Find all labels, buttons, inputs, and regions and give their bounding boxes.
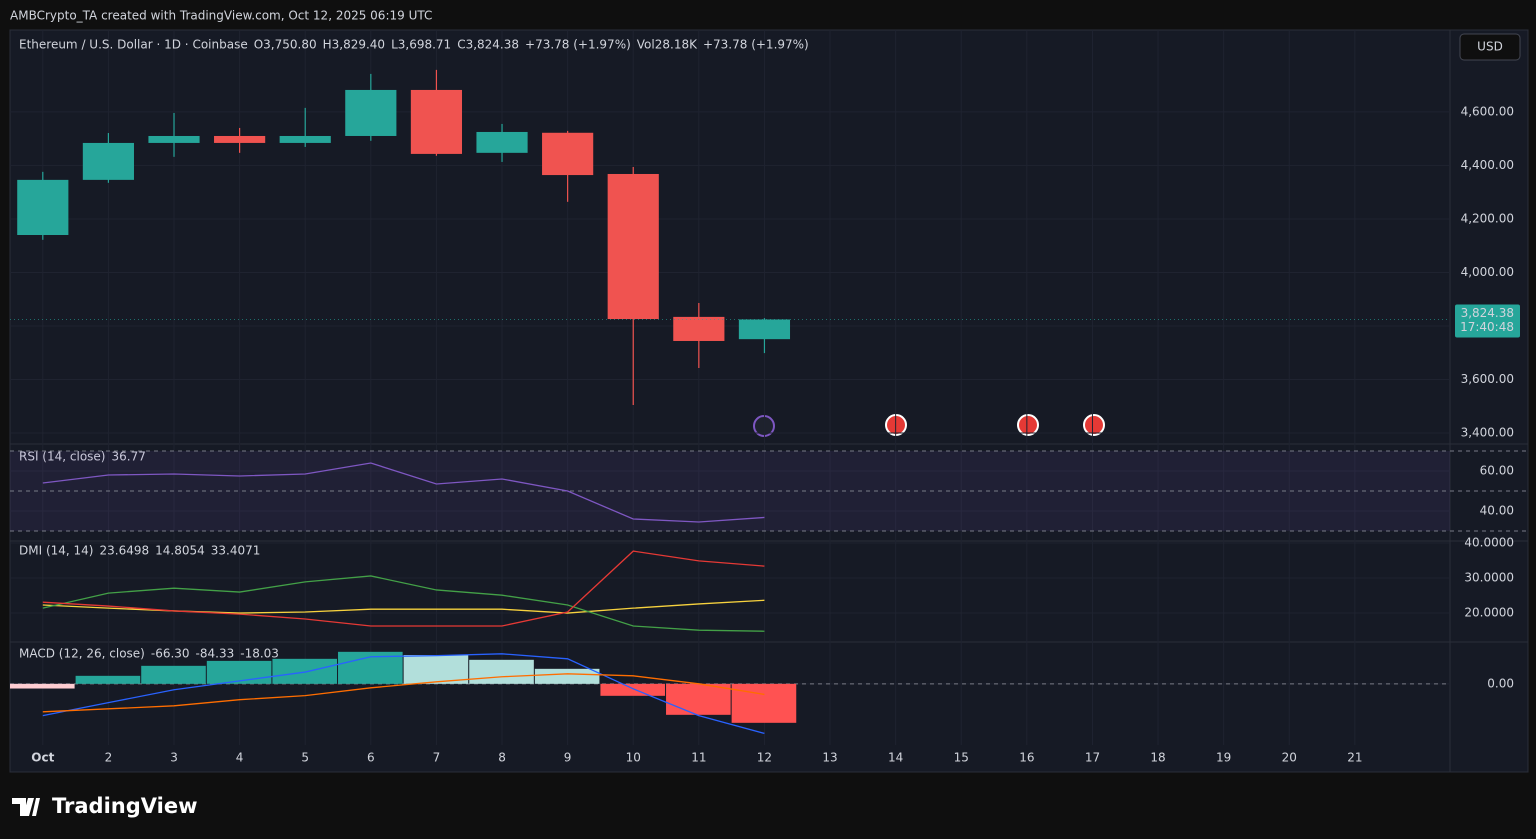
- candle-body: [738, 319, 791, 340]
- ohlc-legend: Vol28.18K: [637, 38, 698, 52]
- legend-value: 36.77: [111, 450, 145, 464]
- histogram-bar: [272, 658, 338, 684]
- x-tick-label: 19: [1216, 751, 1231, 765]
- x-tick-label: 10: [626, 751, 641, 765]
- ohlc-legend: H3,829.40: [323, 38, 385, 52]
- candle-body: [542, 132, 594, 176]
- histogram-bar: [10, 683, 75, 689]
- header: AMBCrypto_TA created with TradingView.co…: [10, 9, 432, 23]
- x-tick-label: 12: [757, 751, 772, 765]
- pane-title: DMI (14, 14): [19, 544, 93, 558]
- y-tick-label: 40.0000: [1464, 536, 1514, 550]
- y-tick-label: 30.0000: [1464, 571, 1514, 585]
- candle-body: [345, 89, 397, 136]
- price-tag: [1455, 304, 1520, 338]
- y-tick-label: 20.0000: [1464, 606, 1514, 620]
- x-tick-label: 14: [888, 751, 903, 765]
- histogram-bar: [403, 655, 469, 684]
- candle-body: [279, 135, 331, 143]
- x-tick-label: 13: [822, 751, 837, 765]
- series-line: [42, 673, 765, 713]
- x-tick-label: 8: [498, 751, 506, 765]
- x-tick-label: 18: [1150, 751, 1165, 765]
- countdown-label: 17:40:48: [1460, 320, 1514, 334]
- footer: TradingView: [52, 794, 197, 818]
- legend-value: 23.6498: [99, 544, 149, 558]
- y-tick-label: 4,600.00: [1461, 104, 1514, 118]
- pane-title: MACD (12, 26, close): [19, 647, 145, 661]
- y-tick-label: 60.00: [1480, 464, 1514, 478]
- currency-button[interactable]: [1459, 33, 1521, 61]
- x-tick-label: 4: [236, 751, 244, 765]
- legend-value: -66.30: [151, 647, 190, 661]
- histogram-bar: [731, 683, 797, 723]
- histogram-bar: [75, 675, 141, 684]
- y-tick-label: 3,400.00: [1461, 426, 1514, 440]
- currency[interactable]: USD: [1477, 40, 1503, 54]
- x-tick-label: 3: [170, 751, 178, 765]
- series-line: [42, 550, 765, 627]
- y-tick-label: 4,200.00: [1461, 211, 1514, 225]
- ohlc-legend: O3,750.80: [254, 38, 317, 52]
- legend-value: 33.4071: [211, 544, 261, 558]
- candle-body: [673, 316, 725, 341]
- y-tick-label: 4,400.00: [1461, 158, 1514, 172]
- candle-body: [214, 135, 266, 143]
- series-line: [42, 575, 765, 632]
- series-line: [42, 653, 765, 735]
- candle-body: [476, 131, 528, 153]
- x-tick-label: Oct: [31, 751, 54, 765]
- candle-body: [607, 173, 659, 320]
- legend-value: 14.8054: [155, 544, 205, 558]
- x-tick-label: 15: [954, 751, 969, 765]
- candle-body: [17, 179, 69, 235]
- histogram-bar: [666, 683, 731, 715]
- x-tick-label: 20: [1282, 751, 1297, 765]
- pane-title: Ethereum / U.S. Dollar · 1D · Coinbase: [19, 38, 248, 52]
- ohlc-legend: L3,698.71: [391, 38, 451, 52]
- event-icon: [1017, 414, 1039, 436]
- y-tick-label: 40.00: [1480, 504, 1514, 518]
- histogram-bar: [141, 665, 206, 684]
- pane-title: RSI (14, close): [19, 450, 105, 464]
- logo-mark: [12, 798, 40, 816]
- footer-logo: [12, 798, 40, 816]
- x-tick-label: 11: [691, 751, 706, 765]
- candle-body: [148, 135, 200, 143]
- x-tick-label: 9: [564, 751, 572, 765]
- ohlc-legend: C3,824.38: [457, 38, 519, 52]
- event-icon: [1083, 414, 1105, 436]
- x-tick-label: 21: [1347, 751, 1362, 765]
- y-tick-label: 4,000.00: [1461, 265, 1514, 279]
- histogram-bar: [206, 660, 272, 684]
- candle-body: [410, 89, 463, 154]
- x-tick-label: 17: [1085, 751, 1100, 765]
- candle-body: [82, 142, 134, 180]
- legend-value: -18.03: [240, 647, 279, 661]
- x-tick-label: 16: [1019, 751, 1034, 765]
- y-tick-label: 3,600.00: [1461, 372, 1514, 386]
- x-tick-label: 2: [105, 751, 113, 765]
- series-line: [42, 462, 765, 523]
- histogram-bar: [534, 668, 600, 684]
- x-tick-label: 7: [433, 751, 441, 765]
- x-tick-label: 5: [301, 751, 309, 765]
- price-tag-label: 3,824.38: [1461, 306, 1514, 320]
- histogram-bar: [600, 683, 666, 696]
- y-tick-label: 0.00: [1487, 676, 1514, 690]
- chart-area: [9, 29, 1529, 773]
- legend-value: -84.33: [196, 647, 235, 661]
- ohlc-legend: +73.78 (+1.97%): [525, 38, 631, 52]
- histogram-bar: [469, 659, 534, 684]
- ohlc-legend: +73.78 (+1.97%): [703, 38, 809, 52]
- x-tick-label: 6: [367, 751, 375, 765]
